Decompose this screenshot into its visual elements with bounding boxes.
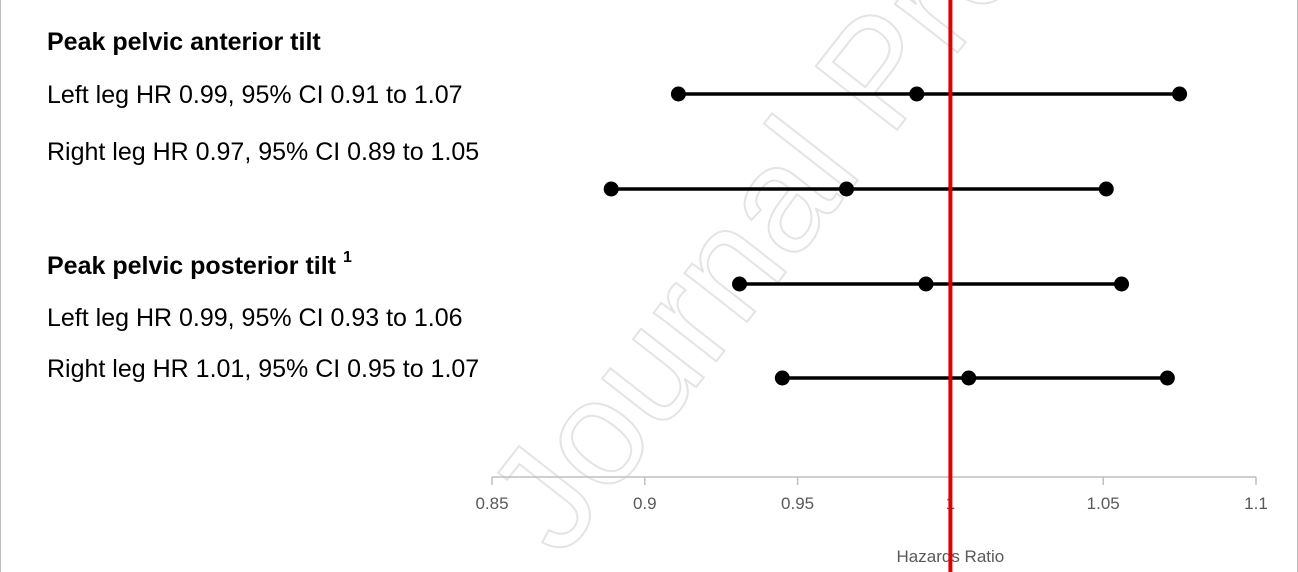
heading-posterior-tilt-text: Peak pelvic posterior tilt [47,252,336,280]
hr-estimate-point [918,276,934,292]
label-anterior-left-leg: Left leg HR 0.99, 95% CI 0.91 to 1.07 [47,81,463,109]
label-posterior-left-leg: Left leg HR 0.99, 95% CI 0.93 to 1.06 [47,304,463,332]
ci-lower-point [670,86,686,102]
ci-upper-point [1159,370,1175,386]
ci-lower-point [732,276,748,292]
ci-series-group [603,86,1188,386]
ci-lower-point [774,370,790,386]
hr-estimate-point [961,370,977,386]
x-tick-label: 1.05 [1087,494,1120,513]
x-tick-label: 0.9 [633,494,657,513]
label-posterior-right-leg: Right leg HR 1.01, 95% CI 0.95 to 1.07 [47,355,480,383]
ci-upper-point [1114,276,1130,292]
footnote-marker: 1 [342,249,352,266]
ci-lower-point [603,181,619,197]
heading-anterior-tilt: Peak pelvic anterior tilt [47,28,321,56]
hr-estimate-point [838,181,854,197]
watermark-text: Journal Pre-proof [454,0,1298,572]
label-anterior-right-leg: Right leg HR 0.97, 95% CI 0.89 to 1.05 [47,138,480,166]
ci-upper-point [1098,181,1114,197]
heading-posterior-tilt: Peak pelvic posterior tilt 1 [47,250,352,280]
ci-row [732,276,1130,292]
ci-upper-point [1172,86,1188,102]
x-tick-label: 1.1 [1244,494,1268,513]
hr-estimate-point [909,86,925,102]
ci-row [670,86,1188,102]
ci-row [603,181,1114,197]
x-tick-label: 0.85 [475,494,508,513]
x-tick-label: 0.95 [781,494,814,513]
ci-row [774,370,1175,386]
